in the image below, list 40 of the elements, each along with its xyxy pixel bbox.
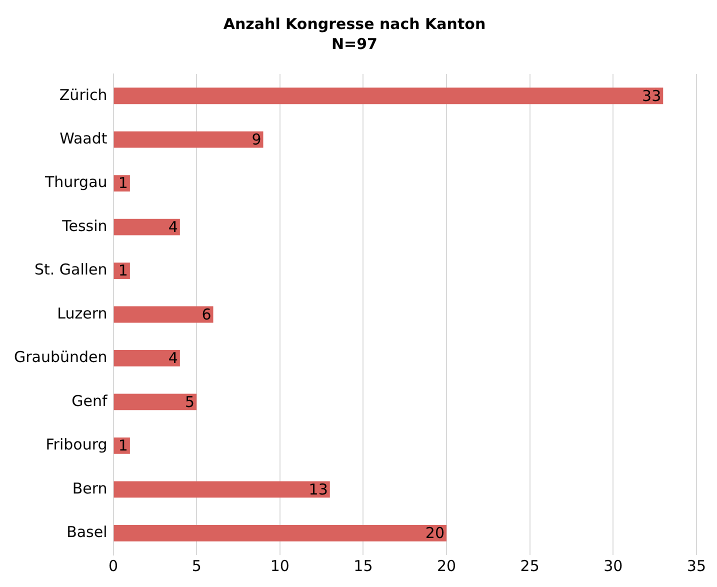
chart-subtitle: N=97 — [332, 34, 378, 53]
x-tick-label: 30 — [604, 556, 623, 575]
data-label: 20 — [425, 524, 445, 542]
x-tick-label: 15 — [354, 556, 373, 575]
x-tick-label: 5 — [192, 556, 202, 575]
y-tick-label: Thurgau — [44, 173, 108, 192]
y-tick-label: Waadt — [60, 129, 108, 148]
bar — [114, 88, 664, 104]
x-tick-label: 10 — [270, 556, 290, 575]
data-label: 6 — [202, 305, 212, 324]
chart-title: Anzahl Kongresse nach Kanton — [223, 14, 486, 33]
bar — [114, 306, 214, 323]
data-label: 1 — [118, 436, 128, 455]
x-tick-label: 20 — [436, 556, 456, 575]
bar — [114, 218, 180, 236]
y-tick-label: Genf — [72, 392, 108, 410]
data-label: 4 — [168, 218, 178, 236]
data-label: 1 — [118, 174, 128, 192]
y-tick-label: Graubünden — [14, 348, 108, 366]
y-tick-label: Luzern — [57, 304, 108, 322]
data-label: 5 — [185, 392, 195, 411]
bar — [114, 524, 447, 542]
x-tick-label: 35 — [686, 556, 706, 575]
bar — [114, 131, 264, 148]
data-label: 9 — [252, 130, 262, 148]
x-tick-label: 0 — [108, 556, 118, 575]
bar — [114, 481, 330, 498]
data-label: 13 — [308, 480, 328, 498]
y-tick-label: St. Gallen — [34, 260, 108, 279]
bar — [114, 350, 180, 366]
data-label: 33 — [642, 86, 662, 105]
data-label: 4 — [168, 349, 178, 368]
bar — [114, 394, 197, 410]
data-label: 1 — [118, 262, 128, 280]
y-tick-label: Tessin — [61, 216, 108, 235]
y-tick-label: Bern — [72, 479, 108, 498]
y-tick-label: Fribourg — [46, 436, 108, 454]
x-tick-label: 25 — [520, 556, 540, 575]
y-tick-label: Zürich — [59, 86, 108, 104]
y-tick-label: Basel — [66, 523, 108, 542]
